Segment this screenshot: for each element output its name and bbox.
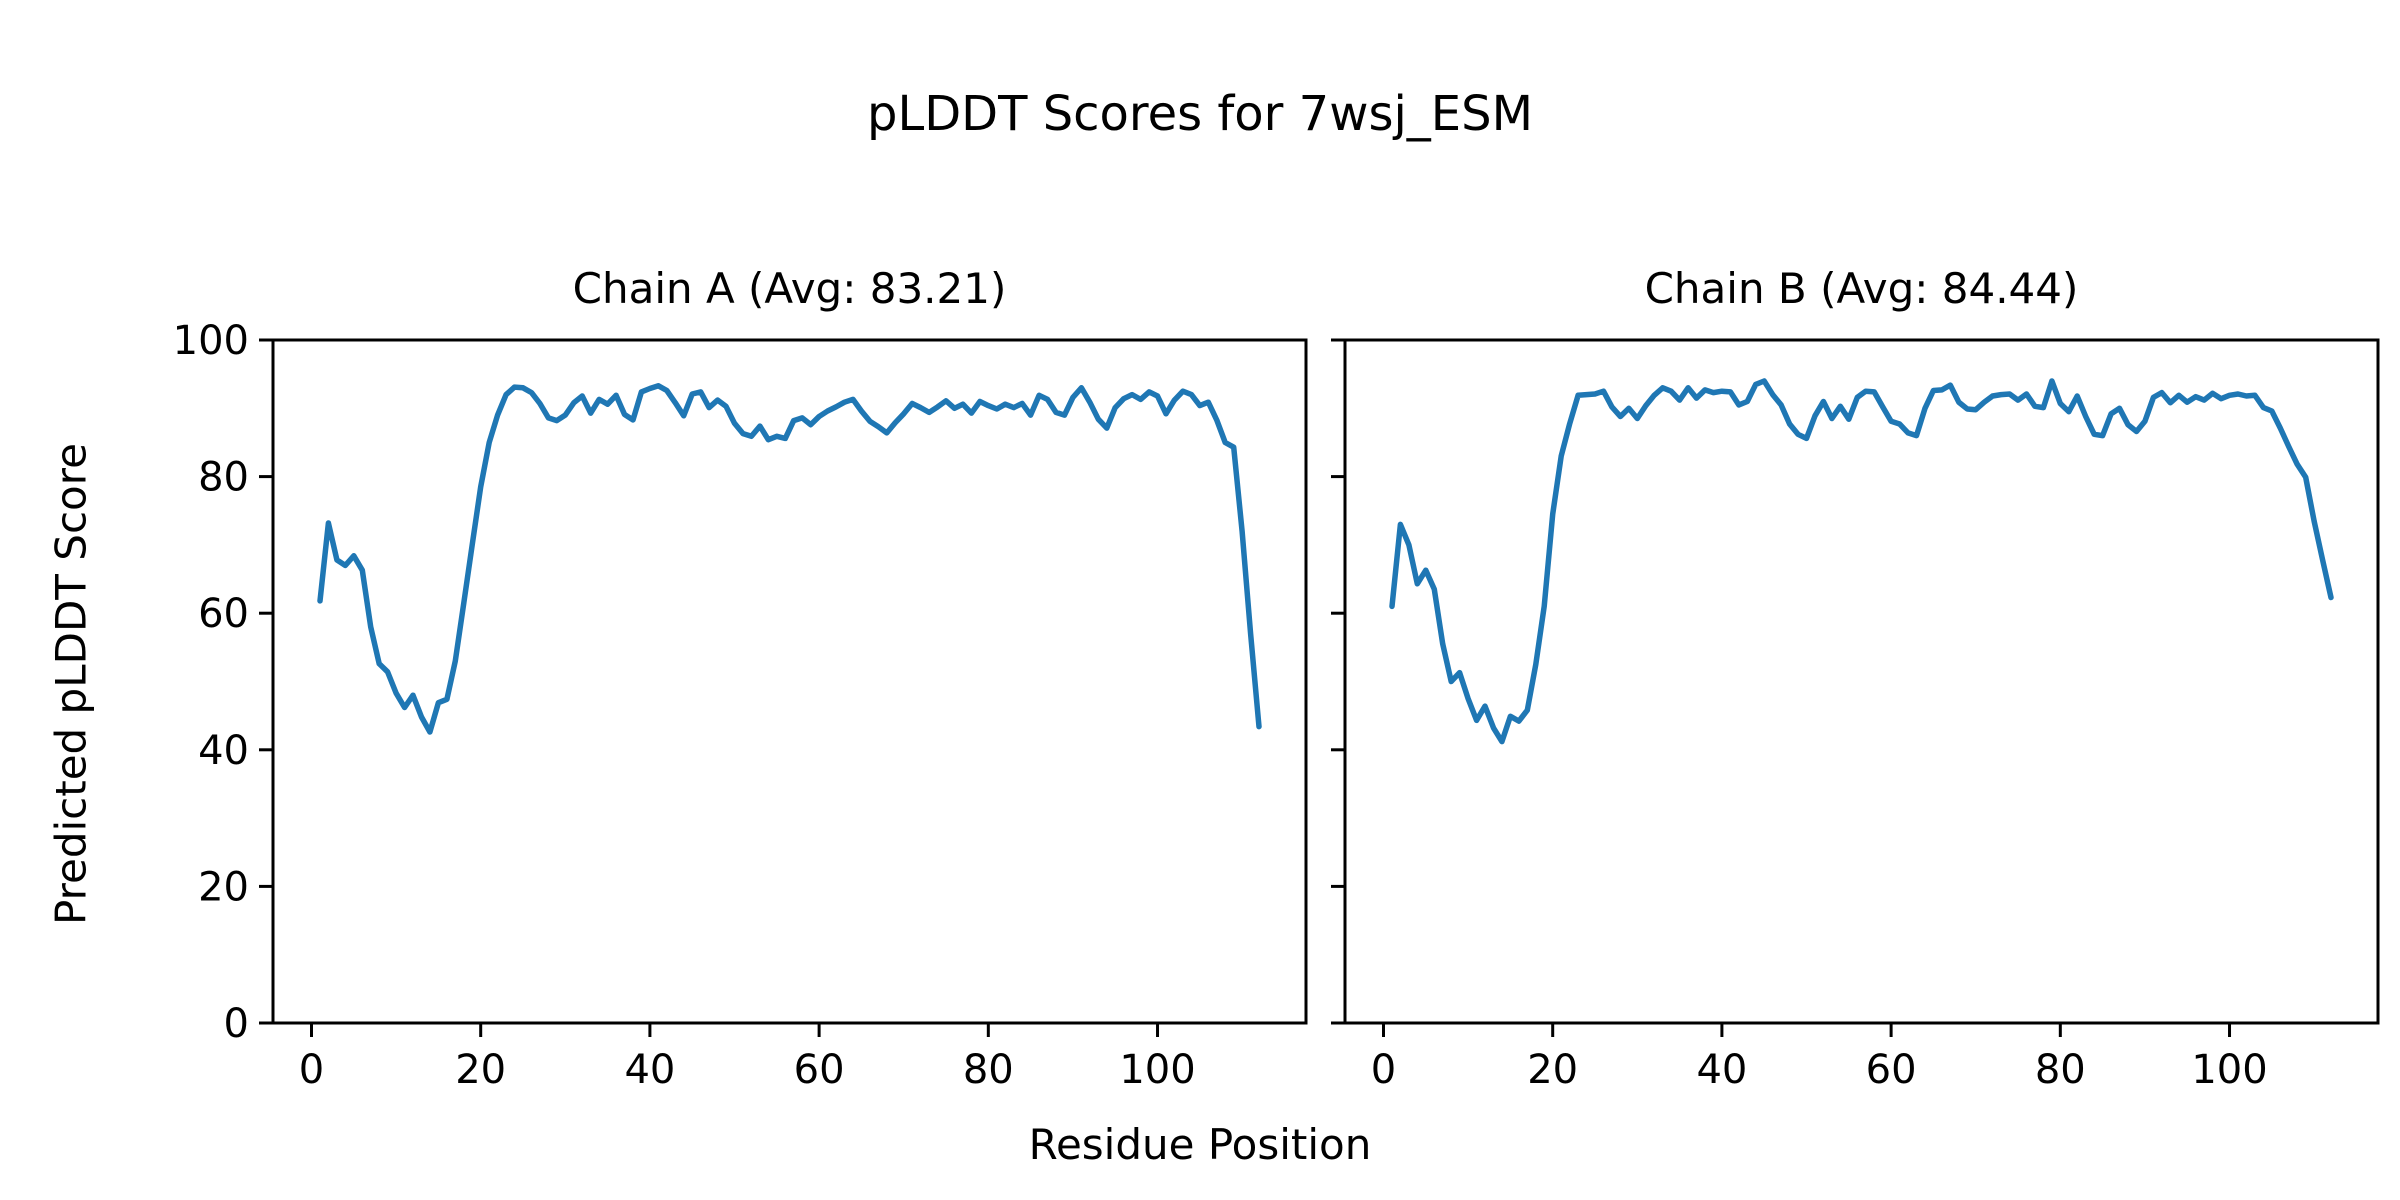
subplot-title-chain-b: Chain B (Avg: 84.44) [1644, 264, 2079, 313]
x-axis-label: Residue Position [1028, 1120, 1372, 1169]
y-axis-label: Predicted pLDDT Score [46, 443, 96, 925]
chain-a-x-tick-label: 0 [299, 1047, 324, 1093]
chain-a-y-tick-label: 0 [224, 1001, 249, 1047]
chain-a-x-tick-label: 40 [624, 1047, 675, 1093]
chain-a-x-tick-label: 20 [455, 1047, 506, 1093]
chain-b-x-tick-label: 0 [1371, 1047, 1396, 1093]
chain-a-x-tick-label: 100 [1119, 1047, 1195, 1093]
chain-b-plddt-line [1389, 378, 2334, 745]
chain-a-y-tick-label: 60 [198, 591, 249, 637]
chain-a-plddt-line [317, 383, 1262, 735]
chain-a-y-tick-label: 20 [198, 864, 249, 910]
chain-a-y-tick-label: 40 [198, 728, 249, 774]
chain-b-x-tick-label: 40 [1696, 1047, 1747, 1093]
chain-a-y-tick-label: 100 [173, 318, 249, 364]
subplot-title-chain-a: Chain A (Avg: 83.21) [572, 264, 1007, 313]
chain-b-x-tick-label: 80 [2035, 1047, 2086, 1093]
chain-b-x-tick-label: 100 [2191, 1047, 2267, 1093]
chain-b-x-tick-label: 60 [1866, 1047, 1917, 1093]
chain-a-x-tick-label: 60 [794, 1047, 845, 1093]
chain-b-axes-spines [1343, 338, 2380, 1025]
chain-b-x-tick-label: 20 [1527, 1047, 1578, 1093]
chain-a-x-tick-label: 80 [963, 1047, 1014, 1093]
chain-a-y-tick-label: 80 [198, 455, 249, 501]
chain-a-axes-spines [271, 338, 1308, 1025]
figure-title: pLDDT Scores for 7wsj_ESM [866, 86, 1534, 142]
